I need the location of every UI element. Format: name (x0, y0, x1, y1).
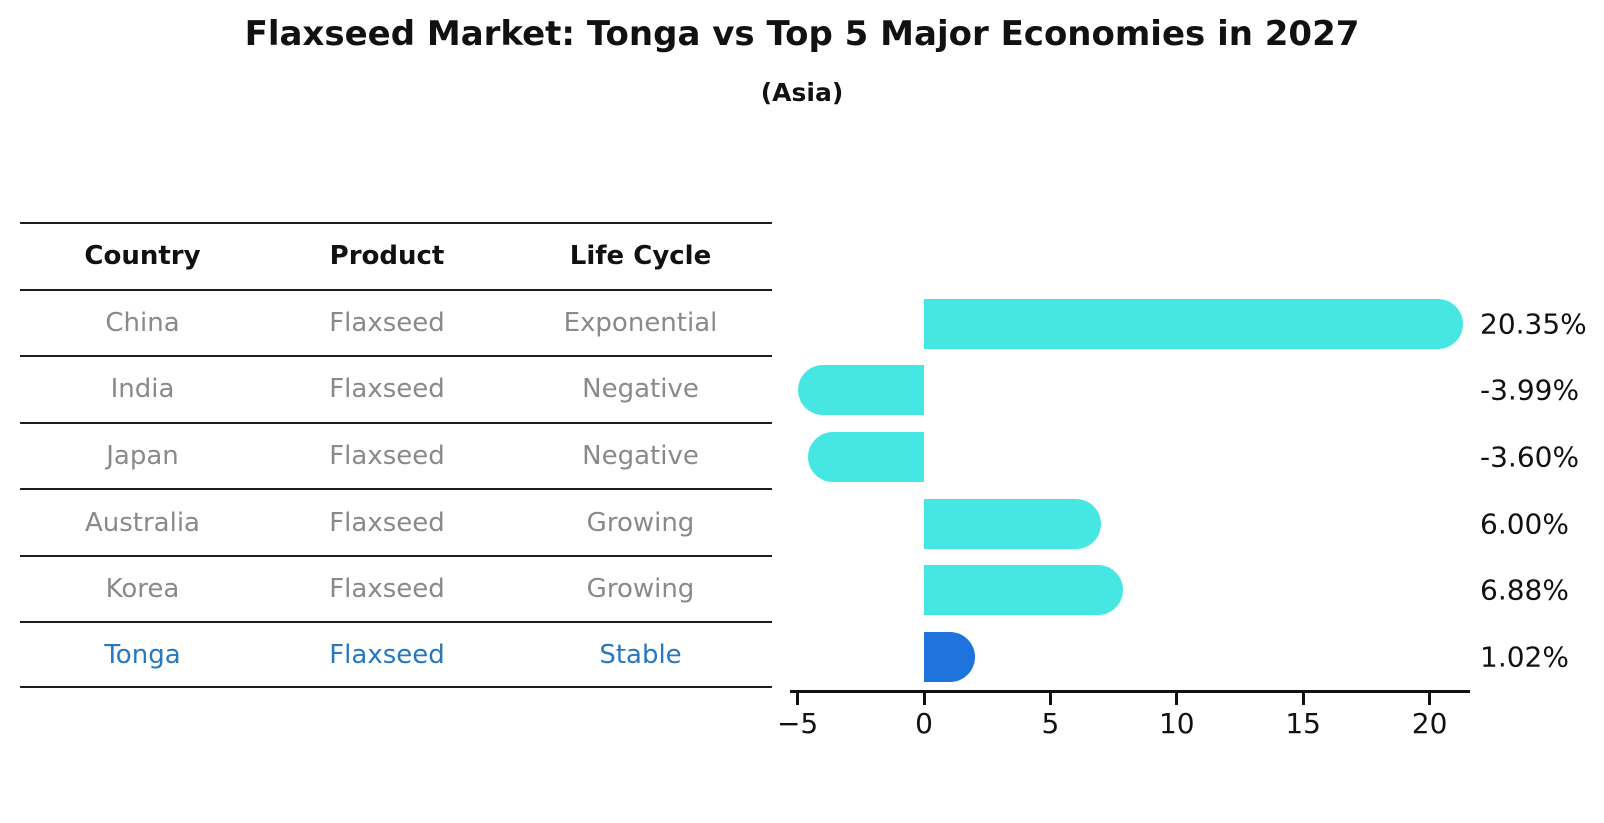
bar-india (798, 365, 924, 416)
table-cell-product: Flaxseed (329, 374, 445, 405)
x-tick-label: 15 (1285, 707, 1321, 740)
bar-value-label: -3.99% (1480, 373, 1580, 407)
table-cell-country: China (105, 307, 180, 338)
table-cell-country: Tonga (104, 639, 181, 670)
bar-china (924, 298, 1464, 349)
x-tick-label: 0 (915, 707, 933, 740)
chart-subtitle: (Asia) (760, 78, 844, 107)
table-cell-life_cycle: Negative (582, 374, 699, 405)
x-tick-mark (922, 693, 926, 705)
table-cell-product: Flaxseed (329, 307, 445, 338)
x-tick-label: 10 (1158, 707, 1195, 740)
x-tick-mark (1301, 693, 1305, 705)
table-cell-product: Flaxseed (329, 507, 445, 538)
bar-japan (807, 431, 924, 482)
table-row: China Flaxseed Exponential (20, 288, 772, 356)
x-axis-line (790, 690, 1470, 693)
x-tick-mark (1048, 693, 1052, 705)
table-row: India Flaxseed Negative (20, 355, 772, 422)
country-table: Country Product Life Cycle China Flaxseed Exp… (20, 222, 772, 688)
table-cell-country: Korea (105, 574, 180, 605)
table-cell-life_cycle: Growing (586, 507, 695, 538)
table-cell-country: India (110, 374, 175, 405)
table-cell-life_cycle: Stable (599, 639, 682, 670)
table-header-cell: Life Cycle (569, 241, 712, 272)
table-cell-life_cycle: Growing (586, 574, 695, 605)
x-tick-label: 5 (1041, 707, 1060, 740)
table-row: Korea Flaxseed Growing (20, 554, 772, 622)
table-header-cell: Country (84, 241, 201, 272)
table-row: Tonga Flaxseed Stable (20, 621, 772, 688)
table-cell-product: Flaxseed (329, 440, 445, 471)
x-tick-label: −5 (776, 707, 819, 740)
table-header-cell: Product (329, 241, 445, 272)
chart-title: Flaxseed Market: Tonga vs Top 5 Major Ec… (244, 14, 1360, 54)
table-row: Japan Flaxseed Negative (20, 421, 772, 489)
x-tick-label: 20 (1411, 707, 1448, 740)
x-tick-mark (1175, 693, 1179, 705)
table-header-row: Country Product Life Cycle (20, 222, 772, 289)
bar-korea (924, 565, 1123, 616)
table-cell-product: Flaxseed (329, 639, 445, 670)
table-cell-country: Australia (84, 507, 200, 538)
table-cell-product: Flaxseed (329, 574, 445, 605)
bar-tonga (924, 631, 975, 682)
table-cell-country: Japan (106, 440, 179, 471)
table-cell-life_cycle: Exponential (563, 307, 718, 338)
bar-value-label: 6.00% (1480, 507, 1569, 541)
x-tick-mark (1428, 693, 1432, 705)
bar-value-label: 1.02% (1480, 640, 1569, 674)
table-row: Australia Flaxseed Growing (20, 488, 772, 555)
table-cell-life_cycle: Negative (582, 440, 699, 471)
bar-value-label: 6.88% (1480, 573, 1569, 607)
x-tick-mark (796, 693, 800, 705)
bar-australia (924, 498, 1101, 549)
bar-value-label: 20.35% (1480, 307, 1587, 341)
bar-value-label: -3.60% (1480, 440, 1580, 474)
